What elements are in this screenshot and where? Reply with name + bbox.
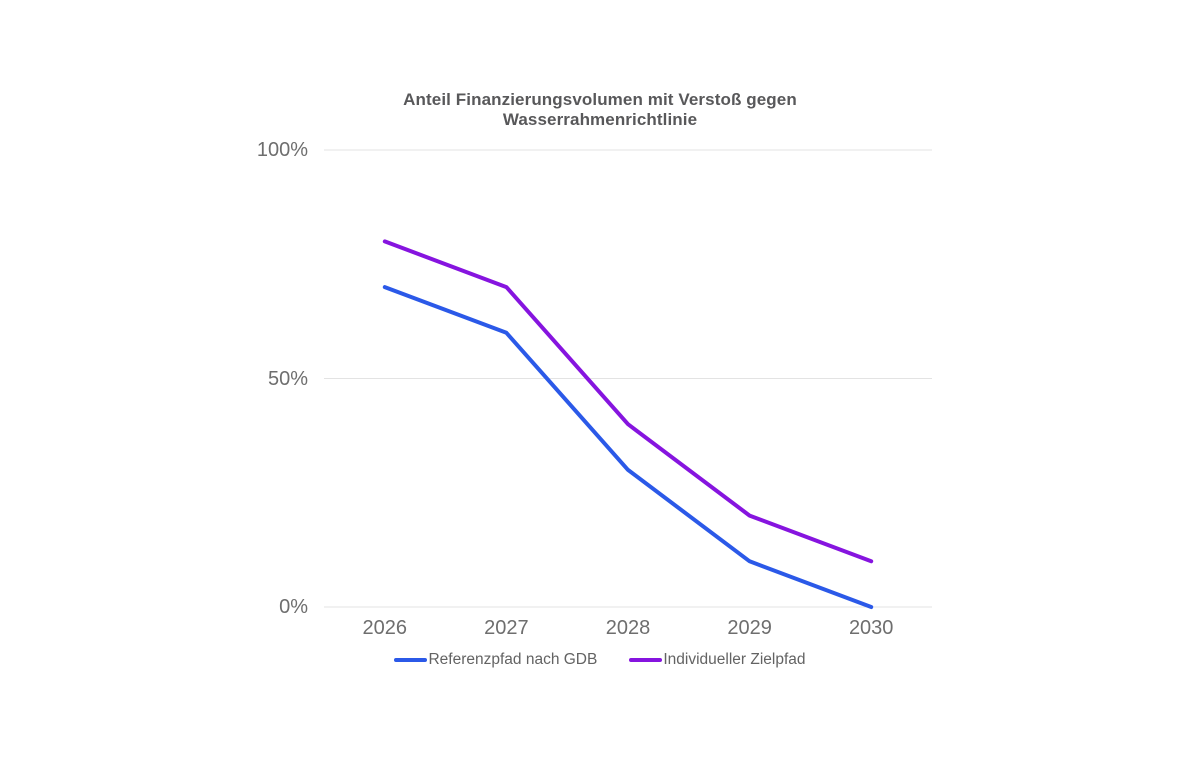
y-tick-label-50%: 50% — [267, 367, 308, 390]
series-line-individueller-zielpfad — [382, 239, 874, 564]
chart-title: Anteil Finanzierungsvolumen mit Verstoß … — [300, 90, 900, 130]
legend-item-referenzpfad-nach-gdb: Referenzpfad nach GDB — [394, 650, 597, 670]
x-tick-label-2026: 2026 — [362, 617, 408, 639]
legend: Referenzpfad nach GDB Individueller Zielp… — [0, 649, 1200, 671]
x-tick-label-2029: 2029 — [727, 617, 772, 639]
y-tick-label-0%: 0% — [279, 596, 308, 618]
legend-label: Referenzpfad nach GDB — [428, 651, 598, 668]
chart-title-line1: Anteil Finanzierungsvolumen mit Verstoß … — [403, 90, 797, 109]
legend-label: Individueller Zielpfad — [663, 651, 806, 668]
chart-title-line2: Wasserrahmenrichtlinie — [502, 110, 698, 129]
x-tick-label-2030: 2030 — [848, 617, 894, 639]
y-tick-label-100%: 100% — [256, 139, 308, 161]
series-line-referenzpfad-nach-gdb — [382, 285, 874, 609]
x-tick-label-2027: 2027 — [484, 617, 529, 639]
x-tick-label-2028: 2028 — [605, 617, 651, 639]
legend-swatch-icon — [394, 658, 428, 662]
legend-item-individueller-zielpfad: Individueller Zielpfad — [629, 650, 806, 670]
legend-swatch-icon — [629, 658, 663, 662]
